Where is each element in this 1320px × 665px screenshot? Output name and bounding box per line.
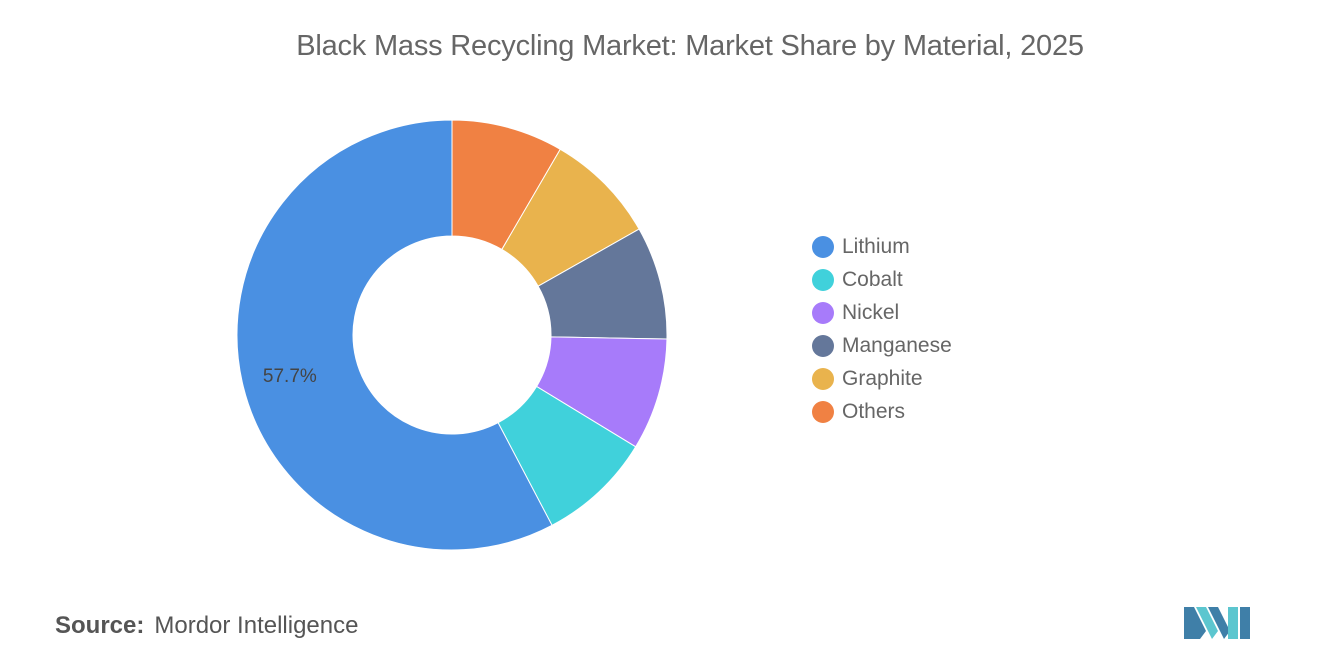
legend-swatch-icon [812,367,834,390]
slice-lithium [236,119,553,551]
legend-swatch-icon [812,268,834,291]
source-text: Mordor Intelligence [154,612,359,639]
legend-item-graphite: Graphite [812,362,952,395]
chart-legend: Lithium Cobalt Nickel Manganese Graphite Othe… [812,230,952,428]
slices-group [236,119,668,551]
legend-item-others: Others [812,395,952,428]
legend-label: Manganese [842,333,952,357]
mordor-intelligence-logo-icon [1184,607,1250,639]
legend-label: Cobalt [842,267,903,291]
legend-label: Nickel [842,300,900,324]
legend-item-cobalt: Cobalt [812,263,952,296]
legend-swatch-icon [812,235,834,258]
chart-title: Black Mass Recycling Market: Market Shar… [296,30,1084,62]
legend-item-lithium: Lithium [812,230,952,263]
legend-label: Others [842,399,906,423]
source-label: Source: [55,612,145,639]
legend-swatch-icon [812,334,834,357]
legend-label: Lithium [842,234,910,258]
data-labels-group: 57.7% [263,366,317,387]
legend-swatch-icon [812,400,834,423]
source-note: Source: Mordor Intelligence [55,612,358,640]
legend-item-manganese: Manganese [812,329,952,362]
legend-swatch-icon [812,301,834,324]
legend-label: Graphite [842,366,923,390]
legend-item-nickel: Nickel [812,296,952,329]
data-label-lithium: 57.7% [263,366,317,387]
